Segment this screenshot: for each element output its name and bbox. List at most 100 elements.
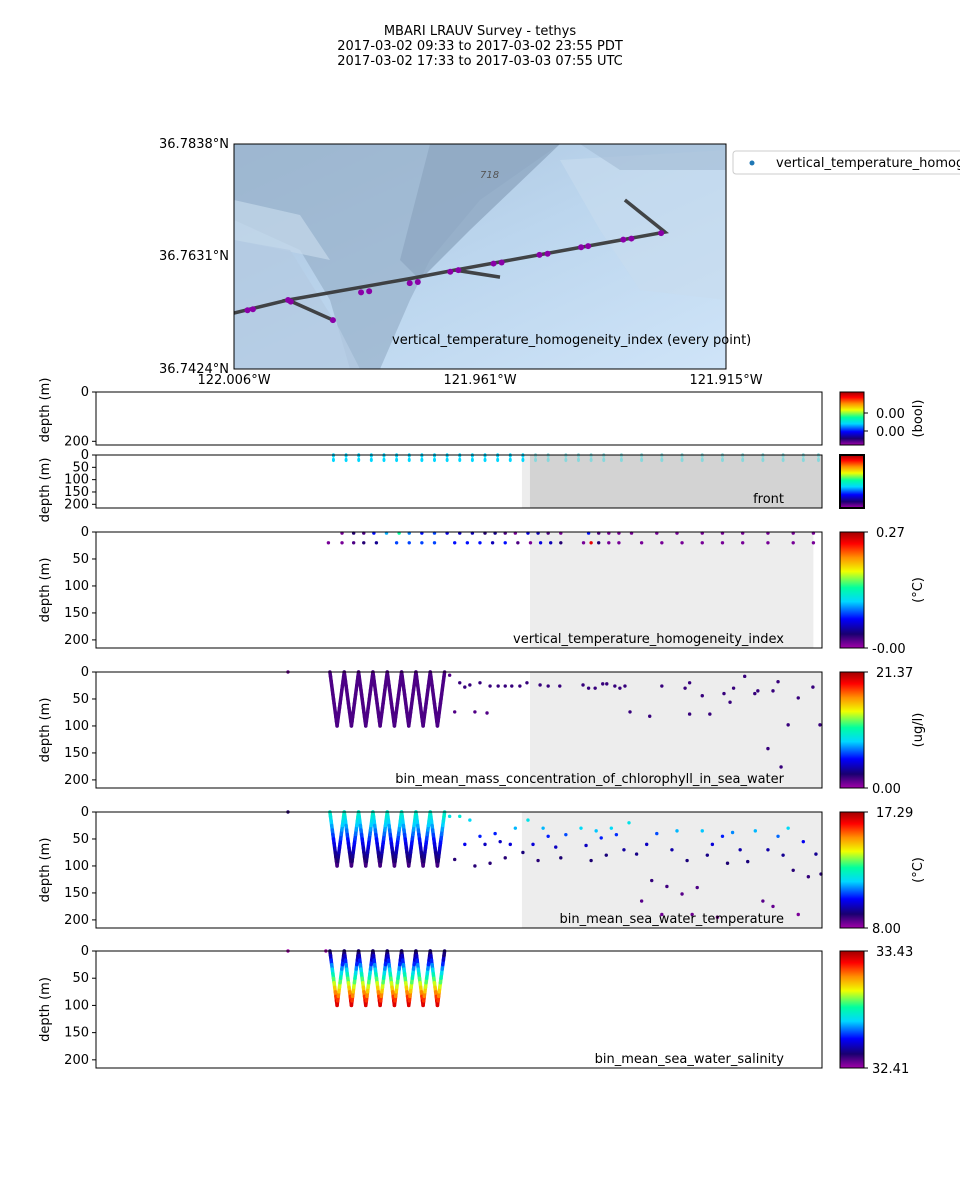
data-point <box>483 457 487 463</box>
data-point <box>753 829 758 833</box>
panel-frame <box>95 454 823 509</box>
lon-tick-label: 121.915°W <box>689 373 762 388</box>
data-point <box>468 818 472 822</box>
data-point <box>488 684 492 688</box>
data-point <box>407 541 411 545</box>
shaded-region <box>529 672 822 788</box>
data-point <box>394 541 399 545</box>
map-point <box>329 317 336 324</box>
data-point <box>811 685 815 689</box>
y-tick-label: 200 <box>64 434 89 449</box>
y-axis-label: depth (m) <box>38 458 53 523</box>
colorbar: 17.29 8.00 (°C) <box>839 806 926 937</box>
data-point <box>526 818 530 822</box>
data-point <box>382 457 386 463</box>
data-point <box>576 457 580 463</box>
data-point <box>741 457 745 463</box>
map-point <box>490 260 497 267</box>
data-point <box>340 541 344 545</box>
data-point <box>478 541 482 545</box>
data-point <box>766 541 770 545</box>
y-axis-label: depth (m) <box>38 558 53 623</box>
data-point <box>465 541 470 545</box>
map-point <box>658 230 665 237</box>
data-point <box>791 541 795 545</box>
data-point <box>613 684 617 688</box>
data-point <box>503 684 507 688</box>
data-point <box>781 853 785 857</box>
data-point <box>665 884 669 889</box>
colorbar-gradient <box>839 454 865 509</box>
colorbar-tick-label: 33.43 <box>876 945 913 960</box>
data-point <box>761 457 765 463</box>
data-point <box>660 912 664 917</box>
colorbar-label: (bool) <box>911 400 926 438</box>
data-point <box>639 541 644 545</box>
data-point <box>628 710 632 714</box>
data-point <box>534 457 538 463</box>
panel-annotation: bin_mean_mass_concentration_of_chlorophy… <box>395 772 784 787</box>
data-point <box>374 541 379 545</box>
panel-frame <box>95 811 823 929</box>
data-point <box>655 831 659 836</box>
shaded-region <box>521 455 530 508</box>
data-point <box>634 852 639 856</box>
shaded-region <box>529 455 822 508</box>
colorbar-label: (°C) <box>911 577 926 603</box>
data-point <box>731 686 736 690</box>
data-point <box>503 856 507 860</box>
data-point <box>463 685 467 689</box>
data-point <box>453 541 457 545</box>
data-point <box>680 457 684 463</box>
data-point <box>510 684 514 688</box>
data-point <box>599 836 603 840</box>
y-tick-label: 50 <box>72 552 89 567</box>
colorbar-gradient <box>839 531 865 649</box>
data-point <box>639 899 644 903</box>
data-point <box>640 457 644 463</box>
data-point <box>753 691 757 696</box>
colorbar-gradient <box>839 671 865 789</box>
map-point <box>536 251 543 258</box>
colorbar <box>839 454 865 509</box>
data-point <box>614 832 619 837</box>
colorbar-tick-label: -0.00 <box>872 642 906 657</box>
data-point <box>485 711 489 715</box>
data-point <box>738 848 742 852</box>
data-point <box>627 821 631 825</box>
data-point <box>776 834 780 838</box>
data-point <box>478 681 482 685</box>
legend-marker <box>749 160 755 166</box>
data-point <box>685 858 689 863</box>
data-point <box>700 694 704 698</box>
data-point <box>700 829 704 833</box>
data-point <box>811 541 816 545</box>
data-point <box>351 541 356 545</box>
chl-panel: 0 50 100 150 200 depth (m) bin_mean_mass_conce… <box>38 665 926 797</box>
map-point <box>620 236 627 243</box>
data-point <box>771 904 775 909</box>
data-point <box>660 541 664 545</box>
data-point <box>623 684 627 688</box>
temp-panel: 0 50 100 150 200 depth (m) bin_mean_sea_water_… <box>38 805 926 937</box>
y-axis-label: depth (m) <box>38 378 53 443</box>
panel-annotation: front <box>753 492 784 507</box>
map-point <box>498 259 505 266</box>
data-point <box>564 457 568 463</box>
contour-label: 718 <box>480 170 499 181</box>
data-point <box>554 845 558 849</box>
panel-annotation: bin_mean_sea_water_salinity <box>595 1052 785 1067</box>
colorbar-tick-label: 17.29 <box>876 806 913 821</box>
data-point <box>488 861 492 865</box>
data-point <box>538 541 543 545</box>
colorbar-tick-label: 21.37 <box>876 666 913 681</box>
y-axis-label: depth (m) <box>38 698 53 763</box>
data-point <box>546 457 550 463</box>
data-point <box>432 541 437 545</box>
data-point <box>648 714 652 718</box>
data-point <box>650 878 654 883</box>
colorbar-tick-label: 0.00 <box>876 425 905 440</box>
data-point <box>447 814 452 819</box>
